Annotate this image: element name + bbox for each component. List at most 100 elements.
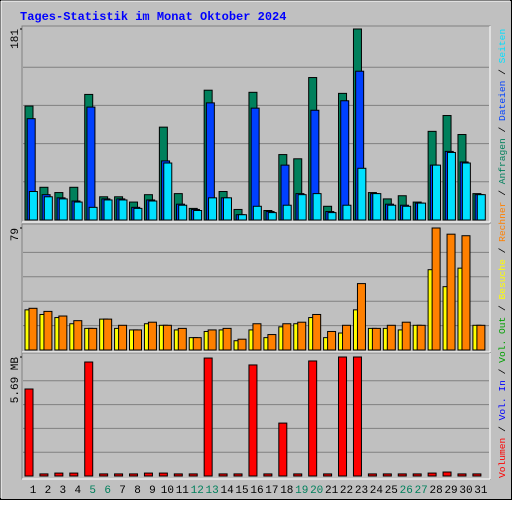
bar bbox=[282, 323, 292, 351]
bar bbox=[476, 324, 486, 351]
bar bbox=[293, 473, 303, 477]
bar bbox=[323, 473, 333, 477]
bar bbox=[173, 473, 183, 477]
bar bbox=[43, 310, 53, 351]
bar bbox=[192, 337, 202, 351]
legend-entry: Rechner bbox=[497, 202, 508, 242]
x-tick-label: 22 bbox=[340, 485, 353, 497]
bar bbox=[222, 197, 232, 221]
legend-entry: Seiten bbox=[497, 29, 508, 64]
bar bbox=[237, 214, 247, 221]
bar bbox=[278, 422, 288, 477]
bar bbox=[162, 324, 172, 351]
bar bbox=[114, 473, 124, 477]
x-tick-label: 24 bbox=[370, 485, 384, 497]
bar bbox=[312, 193, 322, 221]
bar bbox=[178, 204, 188, 221]
bar bbox=[99, 473, 109, 477]
bar bbox=[86, 106, 96, 221]
legend-separator: / bbox=[497, 363, 508, 380]
x-tick-label: 8 bbox=[134, 485, 141, 497]
x-tick-label: 29 bbox=[444, 485, 457, 497]
legend-separator: / bbox=[497, 242, 508, 259]
x-tick-label: 23 bbox=[355, 485, 368, 497]
chart-title: Tages-Statistik im Monat Oktober 2024 bbox=[20, 10, 286, 24]
bar bbox=[401, 321, 411, 351]
bar bbox=[431, 227, 441, 351]
x-tick-label: 7 bbox=[119, 485, 126, 497]
x-tick-label: 12 bbox=[191, 485, 204, 497]
bar bbox=[54, 472, 64, 477]
bar bbox=[327, 212, 337, 221]
bar bbox=[342, 204, 352, 221]
bar bbox=[476, 194, 486, 221]
bar bbox=[427, 472, 437, 477]
bar bbox=[372, 193, 382, 221]
bar bbox=[386, 324, 396, 351]
x-tick-label: 15 bbox=[235, 485, 248, 497]
bar bbox=[387, 204, 397, 221]
y-tick-label: 5.69 MB bbox=[10, 357, 22, 404]
bar bbox=[338, 356, 348, 477]
bar bbox=[252, 323, 262, 351]
x-tick-label: 30 bbox=[459, 485, 472, 497]
bar bbox=[340, 100, 350, 221]
bar bbox=[237, 338, 247, 351]
bar bbox=[252, 205, 262, 221]
bar bbox=[163, 162, 173, 221]
bar bbox=[263, 473, 273, 477]
bar bbox=[103, 318, 113, 351]
x-tick-label: 3 bbox=[60, 485, 67, 497]
legend-separator: / bbox=[497, 121, 508, 138]
legend-entry: Dateien bbox=[497, 81, 508, 121]
bar bbox=[73, 320, 83, 351]
bar bbox=[158, 472, 168, 477]
bar bbox=[442, 471, 452, 477]
legend-entry: Vol. In bbox=[497, 380, 508, 420]
bar bbox=[103, 199, 113, 221]
bar bbox=[308, 360, 318, 477]
bar bbox=[133, 329, 143, 351]
bar bbox=[267, 334, 277, 351]
x-tick-label: 2 bbox=[45, 485, 52, 497]
bar bbox=[457, 473, 467, 477]
x-tick-label: 13 bbox=[206, 485, 219, 497]
bar bbox=[446, 233, 456, 351]
legend-entry: Vol. Out bbox=[497, 317, 508, 363]
x-tick-label: 27 bbox=[415, 485, 428, 497]
x-tick-label: 17 bbox=[265, 485, 278, 497]
bar bbox=[432, 164, 442, 221]
bar bbox=[207, 329, 217, 351]
x-tick-label: 9 bbox=[149, 485, 156, 497]
bar bbox=[193, 210, 203, 221]
x-tick-label: 25 bbox=[385, 485, 398, 497]
x-tick-label: 26 bbox=[400, 485, 413, 497]
x-tick-label: 14 bbox=[220, 485, 234, 497]
x-tick-label: 5 bbox=[89, 485, 96, 497]
bar bbox=[382, 473, 392, 477]
bar bbox=[248, 364, 258, 477]
legend-separator: / bbox=[497, 63, 508, 80]
legend-entry: Volumen bbox=[497, 438, 508, 478]
legend-entry: Anfragen bbox=[497, 138, 508, 184]
bar bbox=[461, 235, 471, 351]
bar bbox=[416, 324, 426, 351]
legend-separator: / bbox=[497, 299, 508, 316]
bar bbox=[233, 473, 243, 477]
bar bbox=[461, 162, 471, 221]
bar bbox=[43, 196, 53, 221]
bar bbox=[312, 313, 322, 351]
x-tick-label: 11 bbox=[176, 485, 190, 497]
x-tick-label: 28 bbox=[430, 485, 443, 497]
legend-separator: / bbox=[497, 184, 508, 201]
bar bbox=[73, 201, 83, 221]
bar bbox=[397, 473, 407, 477]
bar bbox=[282, 204, 292, 221]
bar bbox=[203, 357, 213, 477]
x-tick-label: 20 bbox=[310, 485, 323, 497]
bar bbox=[417, 202, 427, 221]
y-tick-label: 79 bbox=[10, 228, 22, 241]
bar bbox=[327, 330, 337, 351]
